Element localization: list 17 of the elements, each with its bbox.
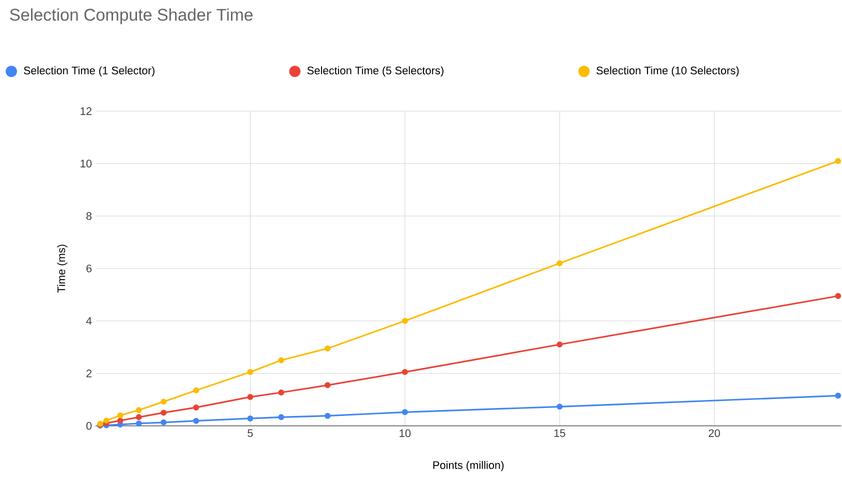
legend-label: Selection Time (10 Selectors) bbox=[596, 66, 739, 77]
y-tick-label: 6 bbox=[86, 264, 92, 272]
chart-title: Selection Compute Shader Time bbox=[10, 8, 253, 24]
y-tick-label: 0 bbox=[86, 422, 92, 430]
x-axis-title: Points (million) bbox=[433, 460, 504, 472]
y-tick-label: 10 bbox=[80, 160, 92, 168]
x-tick-label: 15 bbox=[554, 429, 566, 438]
y-tick-label: 8 bbox=[86, 212, 92, 220]
x-tick-label: 10 bbox=[400, 429, 411, 438]
y-tick-label: 4 bbox=[86, 317, 92, 325]
x-tick-label: 5 bbox=[248, 429, 253, 438]
legend-label: Selection Time (5 Selectors) bbox=[307, 66, 444, 77]
y-tick-label: 12 bbox=[80, 107, 92, 115]
legend-label: Selection Time (1 Selector) bbox=[24, 66, 154, 77]
x-tick-label: 20 bbox=[708, 429, 720, 438]
y-axis-title: Time (ms) bbox=[57, 244, 68, 293]
y-tick-label: 2 bbox=[86, 370, 92, 378]
